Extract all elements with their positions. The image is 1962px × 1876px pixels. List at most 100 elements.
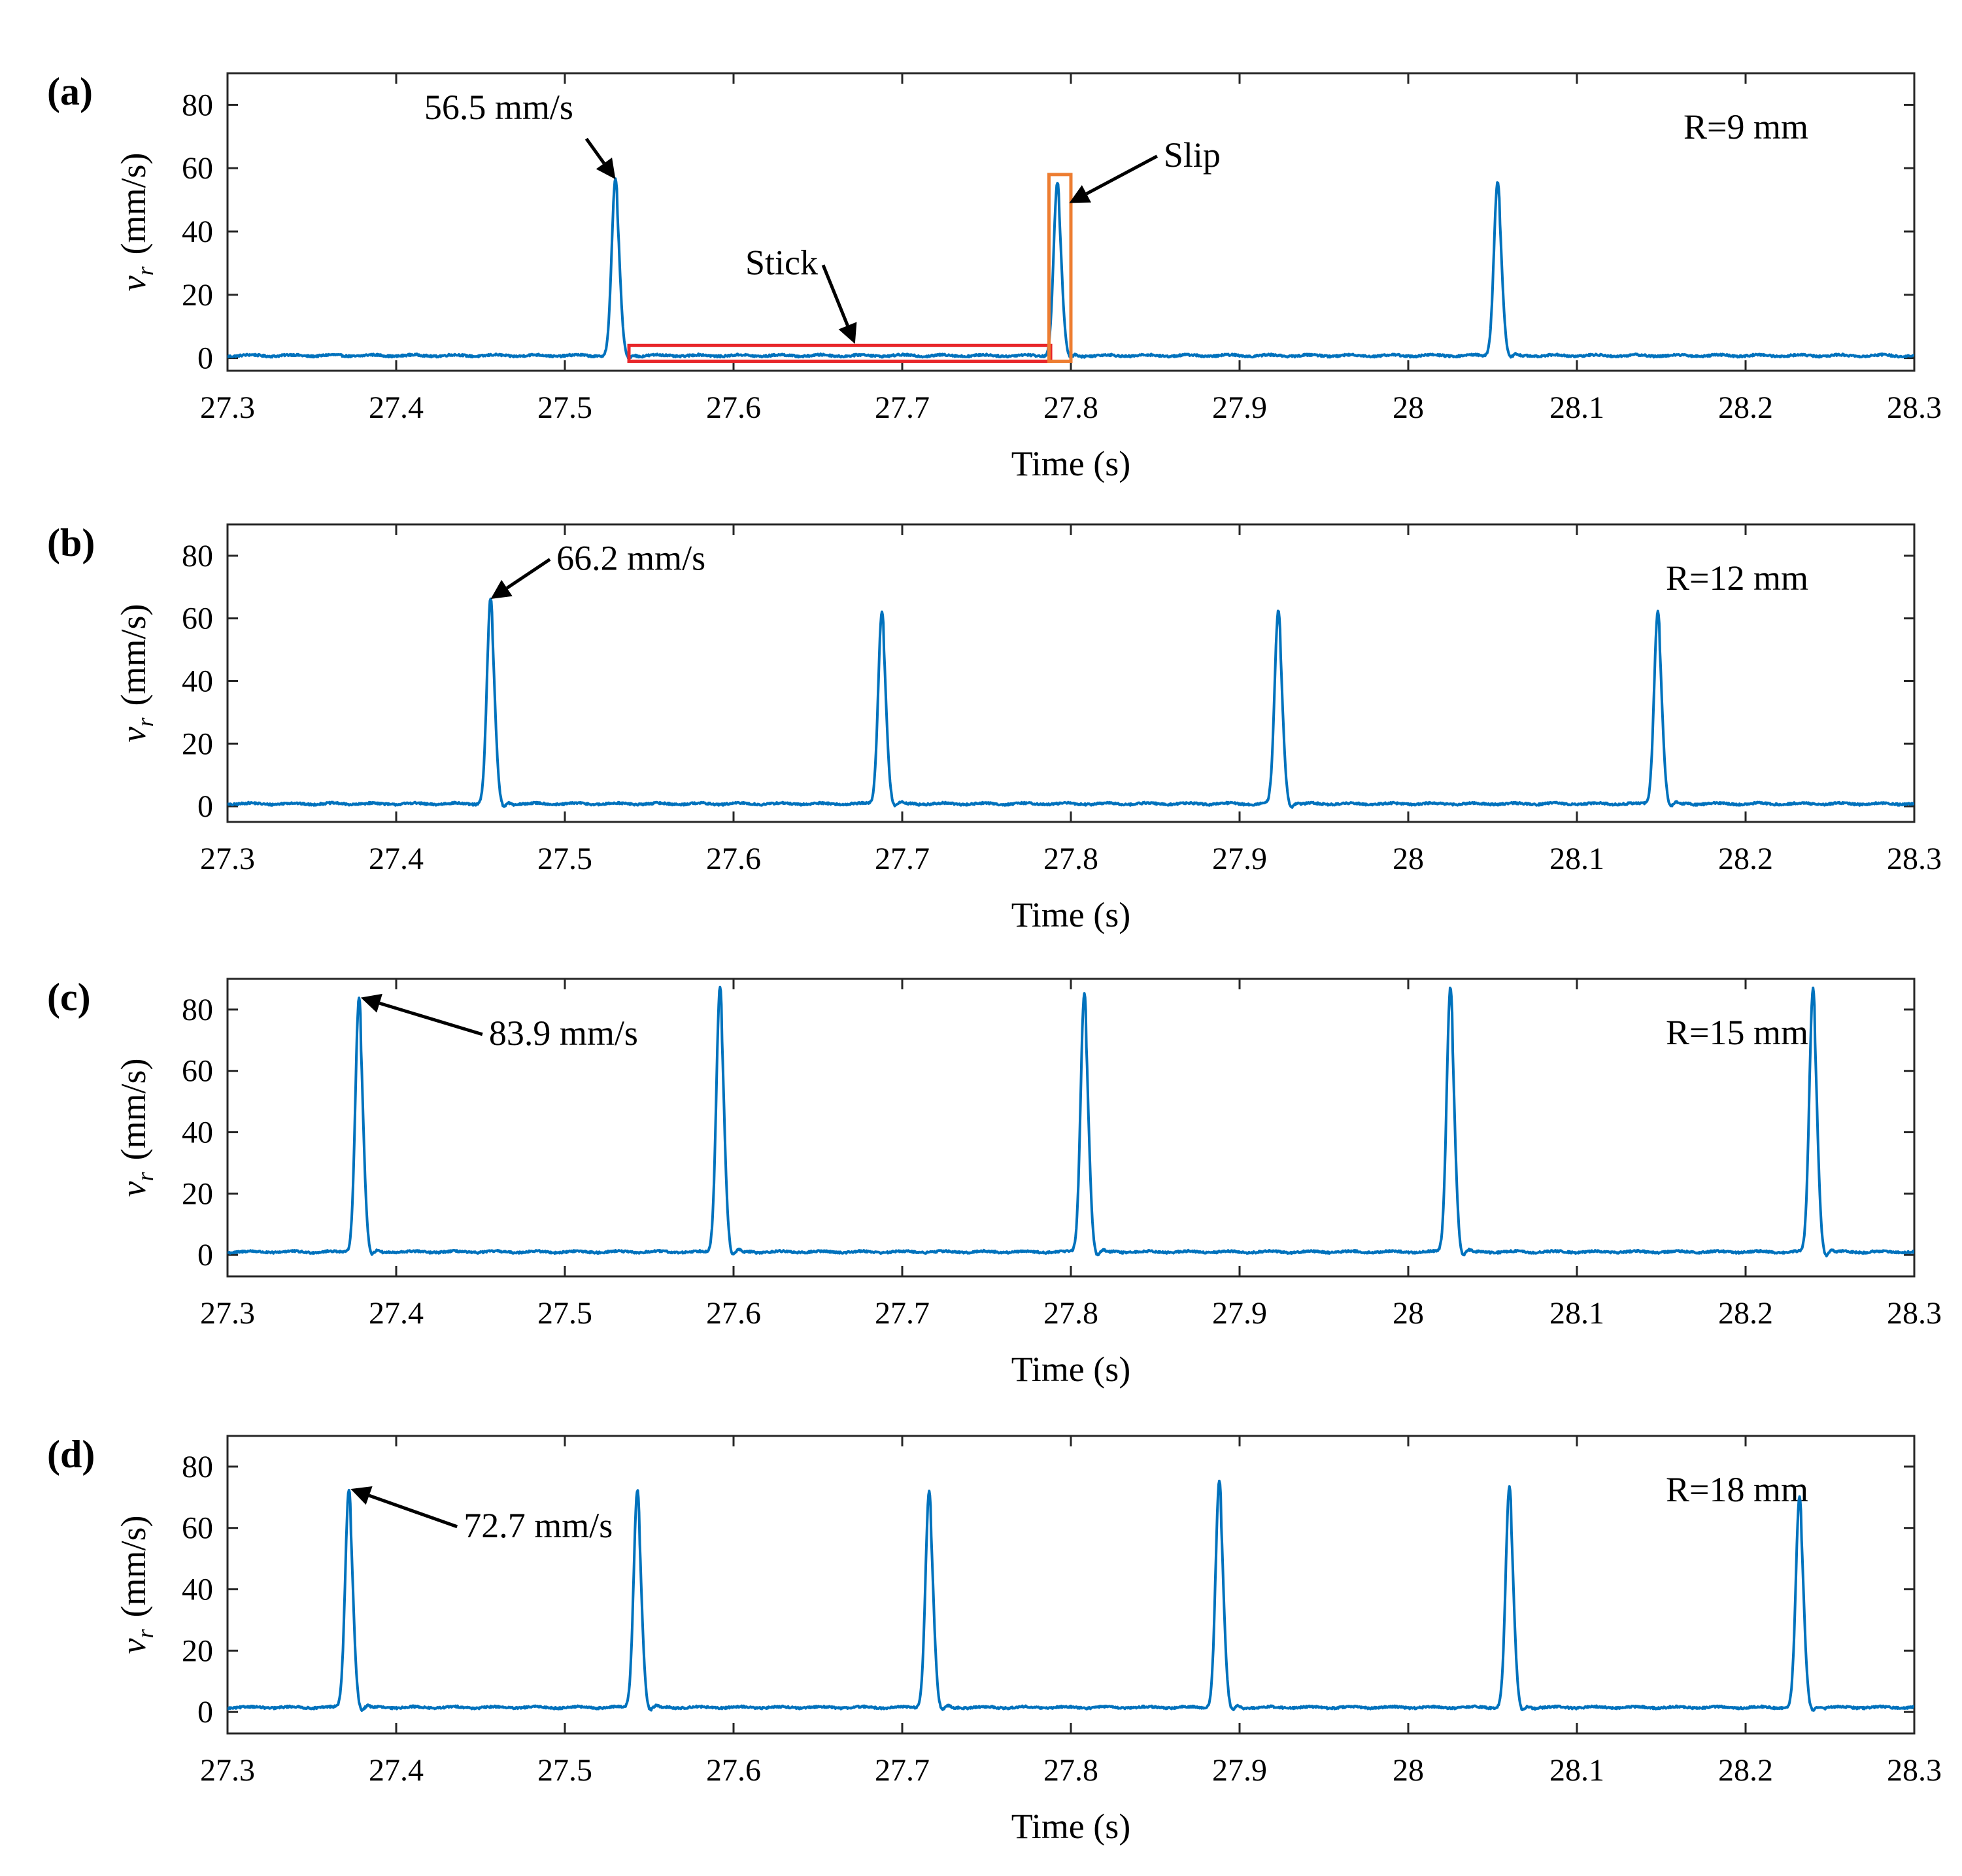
y-tick-label: 0 [197, 789, 213, 824]
x-tick-label: 28.2 [1718, 390, 1773, 425]
series-line [228, 985, 1914, 1257]
axes-box-d [226, 1435, 1916, 1735]
stick-region-box [627, 343, 1053, 363]
x-tick-label: 27.6 [706, 842, 761, 876]
y-tick-label: 80 [182, 539, 213, 573]
y-axis-units: (mm/s) [114, 1059, 153, 1161]
x-tick-label: 27.8 [1043, 1296, 1098, 1331]
y-tick-label: 0 [197, 341, 213, 376]
slip-region-box [1047, 173, 1073, 363]
x-tick-label: 28.3 [1887, 1753, 1942, 1788]
x-tick-label: 27.7 [875, 390, 930, 425]
annotation-arrowhead [350, 1486, 373, 1505]
panel-d: 27.3 27.4 27.5 27.6 27.7 27.8 27.9 28 28.1 28.2 28… [47, 1433, 1942, 1846]
radius-label: R=9 mm [1683, 107, 1808, 146]
peak-point [635, 1488, 639, 1492]
x-axis-title: Time (s) [1011, 895, 1131, 934]
annotation-label: 83.9 mm/s [489, 1014, 638, 1053]
x-tick-label: 27.6 [706, 1296, 761, 1331]
x-tick-label: 27.7 [875, 1753, 930, 1788]
y-axis-subscript: r [132, 266, 158, 276]
y-axis-title: vr (mm/s) [114, 1516, 158, 1654]
annotation-arrowhead [838, 322, 857, 344]
y-tick-label: 80 [182, 88, 213, 122]
x-tick-label: 27.9 [1212, 1296, 1267, 1331]
radius-label: R=15 mm [1666, 1013, 1808, 1052]
peak-point [357, 996, 361, 1000]
y-tick-label: 20 [182, 726, 213, 761]
y-tick-label: 40 [182, 1573, 213, 1607]
peak-point [1656, 609, 1660, 613]
y-tick-label: 0 [197, 1238, 213, 1272]
x-tick-label: 27.6 [706, 390, 761, 425]
peak-point [1449, 985, 1453, 989]
peak-point [1798, 1495, 1802, 1499]
x-tick-label: 28.3 [1887, 1296, 1942, 1331]
y-tick-label: 20 [182, 278, 213, 313]
x-tick-label: 27.3 [200, 1753, 255, 1788]
x-tick-label: 27.4 [369, 842, 424, 876]
x-tick-label: 28.3 [1887, 390, 1942, 425]
annotation-arrow-shaft [506, 558, 551, 590]
peak-point [1083, 991, 1087, 995]
x-tick-label: 28.3 [1887, 842, 1942, 876]
x-axis-title: Time (s) [1011, 1807, 1131, 1846]
y-tick-label: 60 [182, 602, 213, 636]
annotation-arrowhead [1069, 185, 1091, 203]
y-tick-label: 20 [182, 1633, 213, 1668]
peak-point [1217, 1478, 1221, 1482]
panel-label: (b) [47, 521, 95, 564]
annotation-arrowhead [596, 158, 616, 180]
x-axis-title: Time (s) [1011, 1350, 1131, 1389]
annotation-label: 72.7 mm/s [464, 1506, 613, 1545]
y-axis-units: (mm/s) [114, 1516, 153, 1618]
peak-point [1811, 986, 1815, 990]
x-tick-label: 27.8 [1043, 842, 1098, 876]
y-axis-units: (mm/s) [114, 153, 153, 255]
x-tick-label: 27.5 [537, 1296, 592, 1331]
peak-point [1055, 180, 1059, 184]
x-tick-label: 27.5 [537, 390, 592, 425]
x-tick-label: 27.9 [1212, 842, 1267, 876]
x-tick-label: 28 [1393, 390, 1424, 425]
peak-point [927, 1489, 931, 1493]
panel-c: 27.3 27.4 27.5 27.6 27.7 27.8 27.9 28 28.1 28.2 28… [47, 976, 1942, 1389]
panel-label: (a) [47, 70, 93, 113]
annotation-arrow-shaft [821, 264, 849, 326]
y-tick-label: 60 [182, 1054, 213, 1089]
x-tick-label: 28.1 [1549, 842, 1604, 876]
series-line [228, 1479, 1914, 1712]
y-tick-label: 60 [182, 151, 213, 186]
y-axis-units: (mm/s) [114, 604, 153, 706]
y-tick-label: 80 [182, 1450, 213, 1484]
x-tick-label: 28 [1393, 1753, 1424, 1788]
peak-point [347, 1487, 351, 1491]
peak-point [1508, 1484, 1512, 1488]
y-tick-label: 40 [182, 664, 213, 698]
radius-label: R=18 mm [1666, 1470, 1808, 1509]
x-tick-label: 28.1 [1549, 1753, 1604, 1788]
x-tick-label: 27.9 [1212, 390, 1267, 425]
peak-point [880, 609, 884, 613]
annotation-arrow-shaft [379, 1001, 483, 1036]
annotation-arrow-shaft [584, 137, 605, 165]
x-tick-label: 27.4 [369, 390, 424, 425]
peak-point [1276, 609, 1280, 613]
series-line [228, 597, 1914, 809]
annotation-label: Slip [1164, 135, 1221, 175]
peak-point [1496, 179, 1500, 183]
x-tick-label: 27.7 [875, 842, 930, 876]
y-axis-symbol: v [114, 1181, 153, 1197]
x-tick-label: 27.8 [1043, 390, 1098, 425]
x-tick-label: 28.2 [1718, 1296, 1773, 1331]
x-tick-label: 28.1 [1549, 390, 1604, 425]
y-axis-subscript: r [132, 1629, 158, 1639]
x-tick-label: 27.7 [875, 1296, 930, 1331]
panel-b: 27.3 27.4 27.5 27.6 27.7 27.8 27.9 28 28.1 28.2 28… [47, 521, 1942, 934]
y-tick-label: 60 [182, 1511, 213, 1546]
x-tick-label: 28.2 [1718, 842, 1773, 876]
x-tick-label: 27.5 [537, 1753, 592, 1788]
x-tick-label: 27.4 [369, 1296, 424, 1331]
annotation-arrow-shaft [368, 1493, 458, 1529]
